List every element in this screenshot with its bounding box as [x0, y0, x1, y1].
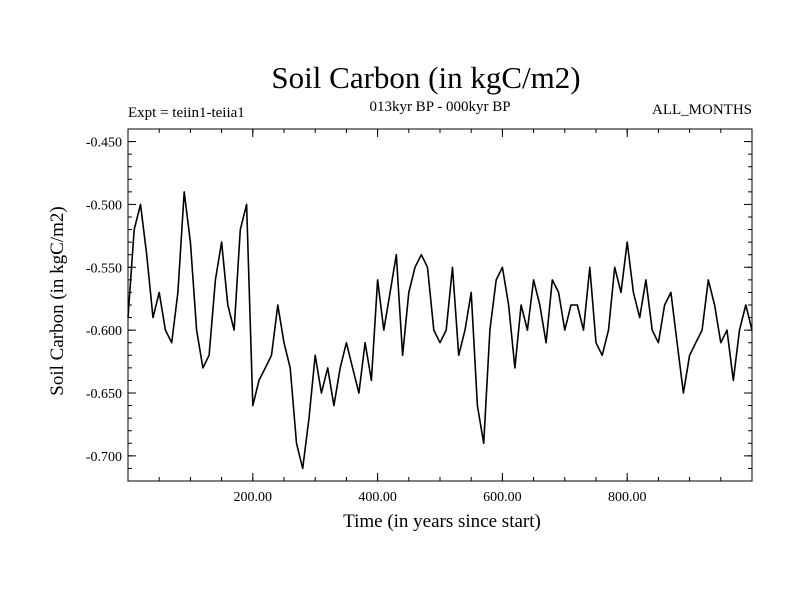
chart-title: Soil Carbon (in kgC/m2) [271, 60, 580, 95]
y-tick-label: -0.500 [86, 198, 122, 213]
y-tick-label: -0.450 [86, 136, 122, 151]
x-tick-label: 400.00 [358, 490, 397, 505]
experiment-label: Expt = teiin1-teiia1 [128, 105, 245, 121]
y-axis-label: Soil Carbon (in kgC/m2) [47, 206, 68, 395]
y-tick-label: -0.550 [86, 261, 122, 276]
x-axis-ticks: 200.00 400.00 600.00 800.00 [158, 129, 722, 505]
soil-carbon-series-line [127, 191, 753, 470]
time-range-label: 013kyr BP - 000kyr BP [369, 99, 510, 115]
x-tick-label: 800.00 [608, 490, 647, 505]
y-tick-label: -0.650 [86, 387, 122, 402]
x-tick-label: 200.00 [234, 490, 273, 505]
plot-frame [127, 128, 753, 482]
x-axis-label: Time (in years since start) [343, 511, 541, 532]
y-axis-ticks: -0.450 -0.500 -0.550 -0.600 -0.650 -0.700 [86, 128, 752, 482]
y-tick-label: -0.600 [86, 324, 122, 339]
y-tick-label: -0.700 [86, 450, 122, 465]
x-tick-label: 600.00 [483, 490, 522, 505]
months-label: ALL_MONTHS [652, 102, 752, 118]
